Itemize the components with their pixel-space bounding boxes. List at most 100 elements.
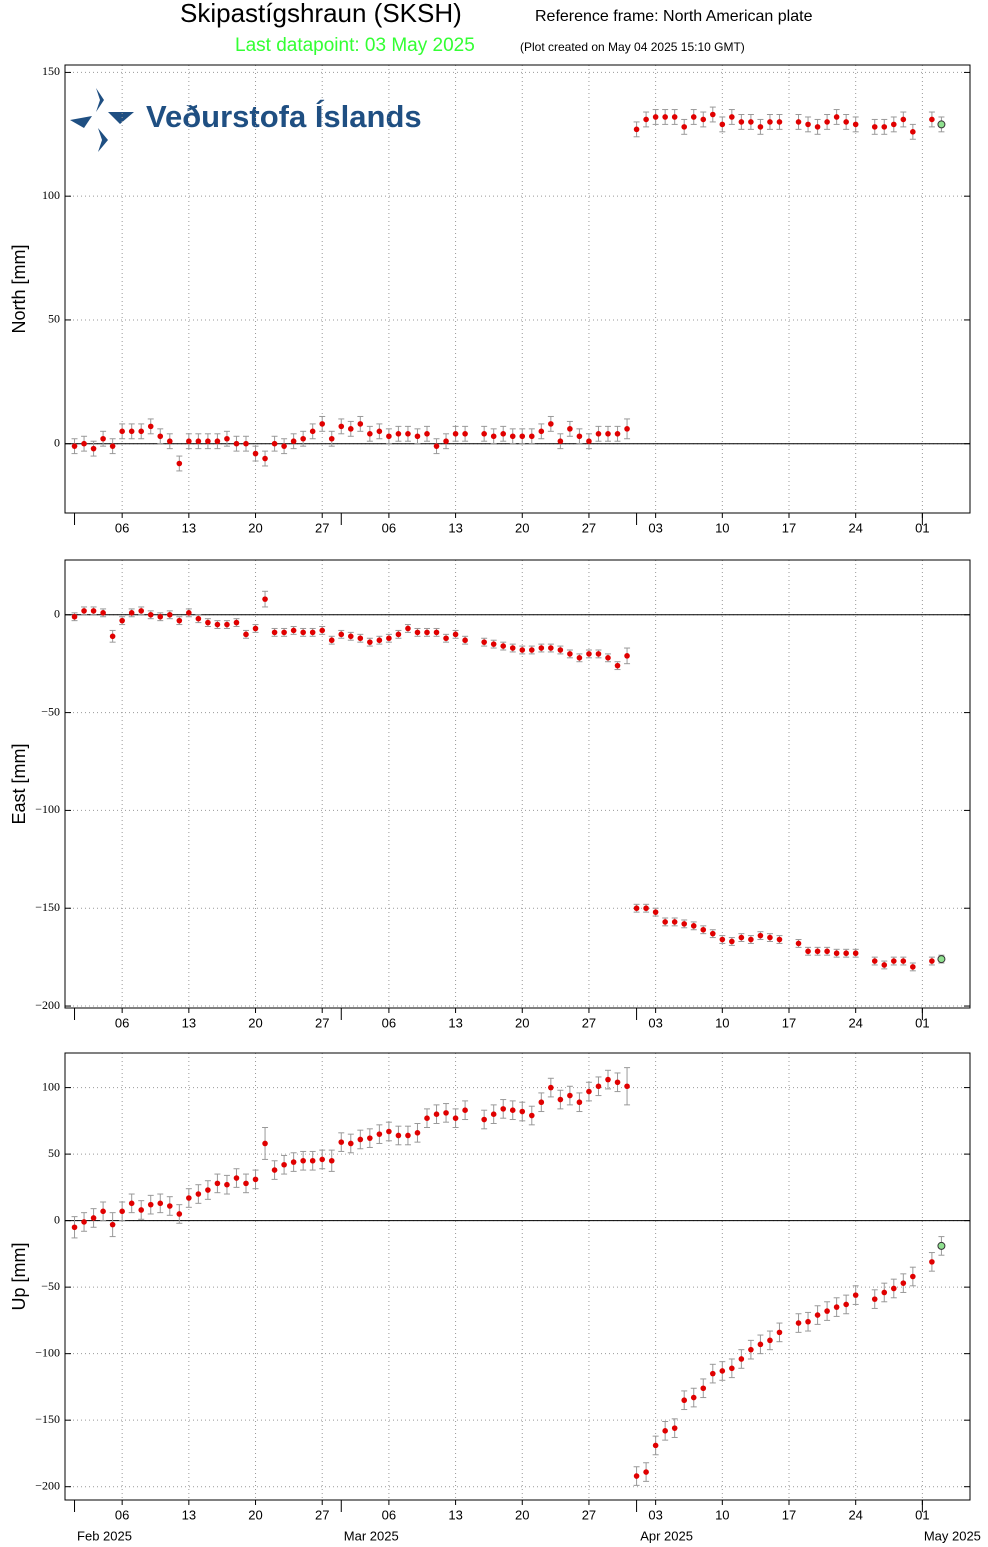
data-point — [500, 430, 507, 437]
x-tick-label: 06 — [382, 1507, 396, 1522]
data-point — [309, 1157, 316, 1164]
data-point — [395, 631, 402, 638]
data-point — [652, 909, 659, 915]
data-point — [376, 428, 383, 435]
data-point — [595, 430, 602, 437]
data-point — [852, 121, 859, 128]
data-point — [271, 629, 278, 636]
data-point — [937, 120, 946, 129]
data-point — [509, 1107, 516, 1114]
y-tick-label: −100 — [35, 1345, 60, 1359]
data-point — [833, 114, 840, 120]
data-point — [719, 1368, 726, 1374]
data-point — [481, 639, 487, 645]
data-point — [138, 1207, 145, 1213]
data-point — [138, 428, 145, 435]
data-point — [881, 124, 888, 130]
x-tick-label: 17 — [782, 1507, 796, 1522]
data-point — [709, 930, 716, 937]
data-point — [347, 633, 354, 640]
y-tick-label: −150 — [35, 900, 60, 914]
data-point — [109, 1221, 116, 1228]
data-point — [643, 905, 649, 912]
data-point — [700, 116, 707, 123]
data-point — [871, 1296, 878, 1302]
data-point — [738, 934, 745, 941]
data-point — [576, 655, 583, 661]
data-point — [147, 423, 154, 430]
data-point — [462, 637, 468, 644]
x-tick-label: 10 — [715, 1015, 729, 1030]
x-tick-label: 13 — [182, 1507, 196, 1522]
data-point — [424, 1115, 430, 1121]
data-point — [186, 610, 192, 616]
data-point — [338, 631, 345, 638]
data-point — [309, 428, 316, 435]
data-point — [586, 438, 592, 445]
data-point — [690, 923, 697, 929]
data-point — [548, 421, 554, 427]
data-point — [376, 1131, 383, 1137]
data-point — [662, 114, 668, 120]
data-point — [814, 948, 821, 955]
x-tick-label: 13 — [448, 520, 462, 535]
data-point — [843, 1301, 849, 1308]
data-point — [281, 1161, 287, 1168]
data-point — [262, 455, 268, 462]
data-point — [224, 621, 230, 628]
data-point — [843, 950, 849, 957]
x-tick-label: 27 — [315, 1015, 329, 1030]
data-point — [557, 1096, 564, 1103]
x-tick-label: 17 — [782, 1015, 796, 1030]
logo-arrow — [70, 116, 92, 128]
x-tick-label: 20 — [515, 520, 529, 535]
data-point — [767, 1337, 773, 1344]
x-tick-label: 13 — [448, 1015, 462, 1030]
data-point — [519, 1108, 526, 1115]
data-point — [243, 1180, 249, 1187]
data-point — [357, 1136, 364, 1143]
data-point — [929, 116, 935, 123]
data-point — [567, 1092, 573, 1099]
data-point — [748, 1346, 754, 1353]
data-point — [729, 114, 735, 120]
data-point — [119, 617, 125, 624]
plot-frame — [64, 1052, 971, 1501]
data-point — [433, 629, 440, 636]
data-point — [481, 430, 487, 437]
data-point — [414, 629, 421, 636]
data-point — [690, 1394, 697, 1401]
data-point — [805, 121, 811, 128]
data-point — [937, 955, 946, 964]
data-point — [347, 426, 354, 432]
data-point — [281, 629, 287, 636]
data-point — [595, 1083, 602, 1090]
data-point — [328, 1157, 335, 1164]
data-point — [309, 629, 316, 636]
data-point — [252, 625, 259, 632]
data-point — [652, 1442, 659, 1449]
x-tick-label: 20 — [515, 1015, 529, 1030]
y-tick-label: −50 — [41, 704, 60, 718]
data-point — [633, 1473, 640, 1479]
data-point — [900, 958, 907, 964]
data-point — [186, 1195, 192, 1201]
plot-frame — [64, 559, 971, 1009]
data-point — [128, 610, 135, 616]
data-point — [176, 617, 183, 624]
data-point — [910, 129, 916, 135]
data-point — [843, 119, 849, 125]
data-point — [290, 1159, 297, 1165]
data-point — [776, 1329, 783, 1336]
x-tick-label: 01 — [915, 520, 929, 535]
x-tick-label: 20 — [248, 1507, 262, 1522]
data-point — [290, 627, 297, 634]
data-point — [71, 613, 78, 620]
data-point — [490, 433, 497, 440]
logo: Veðurstofa Íslands — [70, 88, 422, 152]
data-point — [671, 1425, 678, 1431]
data-point — [281, 443, 287, 449]
data-point — [614, 430, 621, 437]
data-point — [871, 124, 878, 130]
data-point — [557, 647, 564, 653]
